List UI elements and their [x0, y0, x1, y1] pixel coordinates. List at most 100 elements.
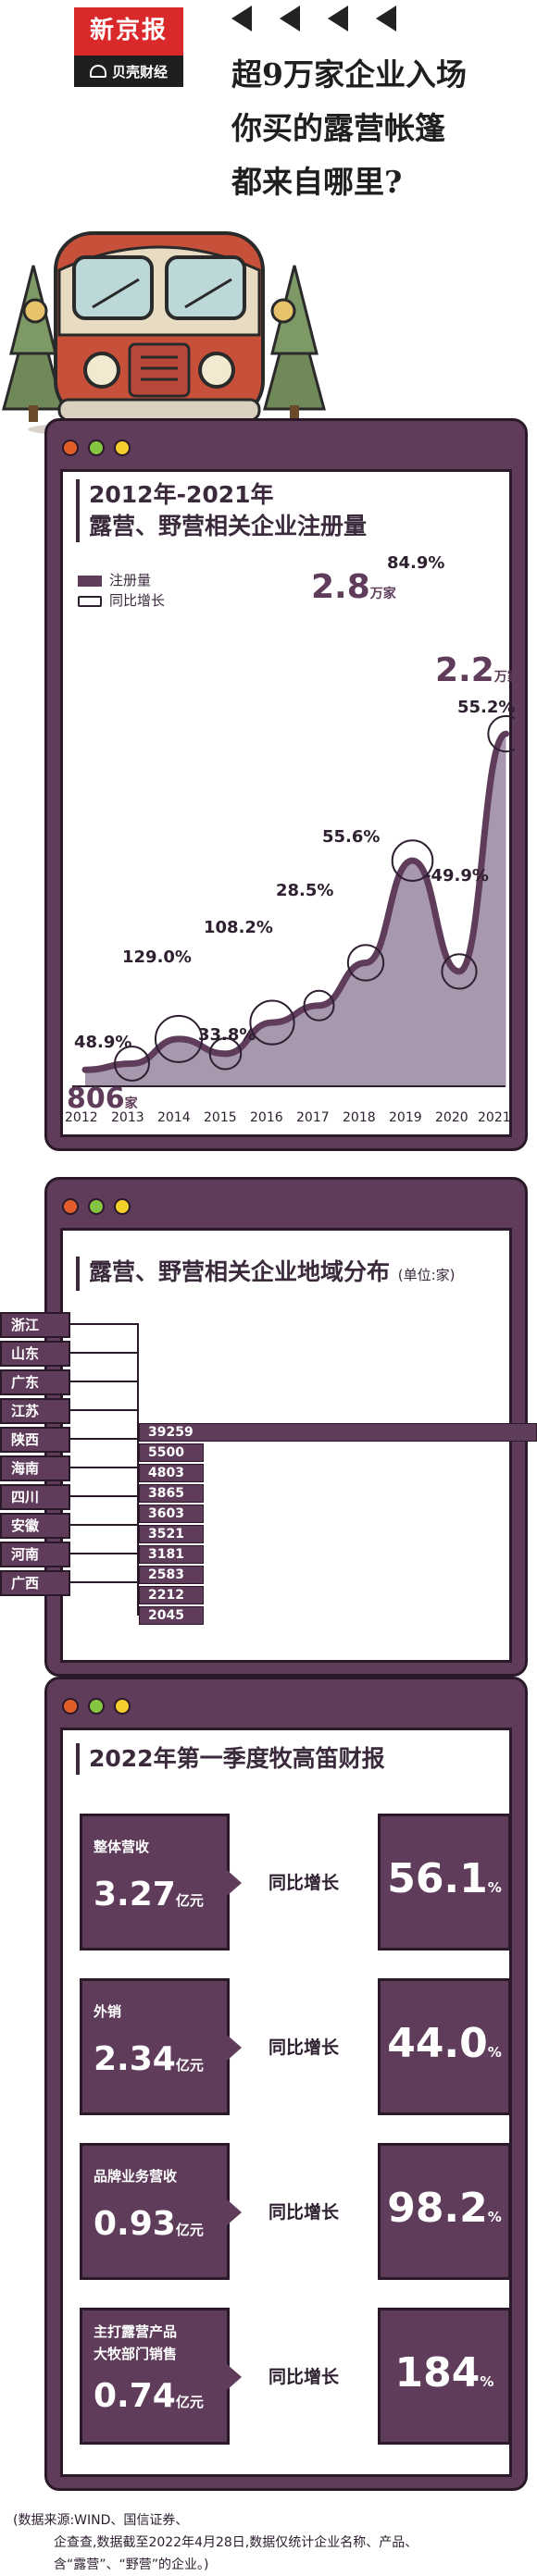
label-connector: [70, 1581, 139, 1616]
growth-circle: [303, 989, 335, 1022]
region-bar: [139, 1545, 204, 1564]
growth-card: 44.0%: [378, 1978, 511, 2115]
province-label: 陕西: [0, 1427, 70, 1453]
growth-label: 同比增长: [268, 1873, 339, 1893]
x-tick-label: 2017: [296, 1110, 330, 1125]
growth-label: 同比增长: [268, 2202, 339, 2223]
chart-subtitle: 露营、野营相关企业注册量: [89, 513, 368, 539]
bar-value-label: 3603: [148, 1506, 184, 1521]
arrow-left-icon: [231, 6, 252, 31]
pine-tree-icon: [263, 265, 326, 422]
pct-label: 84.9%: [387, 553, 445, 573]
chart-panel-registrations: 2012年-2021年 露营、野营相关企业注册量 注册量 同比增长 48.9% …: [44, 418, 528, 1151]
logo-text: 新京报: [89, 17, 168, 44]
window-dot-icon: [114, 440, 131, 456]
region-bar: [139, 1606, 204, 1625]
province-label: 河南: [0, 1542, 70, 1567]
x-tick-label: 2018: [343, 1110, 376, 1125]
finance-metric-card: 品牌业务营收 0.93亿元: [80, 2143, 242, 2280]
finance-metric-card: 主打露营产品 大牧部门销售 0.74亿元: [80, 2308, 242, 2445]
province-label: 安徽: [0, 1513, 70, 1539]
growth-circle: [154, 1014, 204, 1063]
callout-start: 806家: [67, 1083, 138, 1115]
pointer-triangle: [227, 2364, 242, 2390]
metric-name: 主打露营产品: [94, 2323, 178, 2340]
window-dot-icon: [88, 1198, 105, 1215]
pct-label: 108.2%: [204, 918, 273, 937]
province-label: 四川: [0, 1484, 70, 1510]
pct-label: 129.0%: [122, 947, 192, 967]
growth-card: 184%: [378, 2308, 511, 2445]
growth-card: 98.2%: [378, 2143, 511, 2280]
metric-name: 大牧部门销售: [94, 2346, 178, 2362]
callout-end: 2.2万家: [435, 651, 520, 689]
metric-value: 0.93亿元: [94, 2205, 204, 2243]
bar-chart: 浙江 39259 山东 5500 广东 4803 江苏 3865 陕西 3603 海南 3521 四川 3…: [0, 1312, 537, 1627]
metric-value: 0.74亿元: [94, 2377, 204, 2415]
chart-title: 露营、野营相关企业地域分布 (单位:家): [89, 1258, 456, 1285]
bar-value-label: 2583: [148, 1567, 184, 1582]
x-tick-label: 2015: [204, 1110, 237, 1125]
growth-circle: [249, 999, 295, 1046]
unit-note: (单位:家): [397, 1267, 456, 1283]
legend-label-area: 注册量: [109, 572, 152, 588]
growth-circle: [487, 714, 515, 753]
bar-value-label: 3181: [148, 1547, 184, 1562]
metric-name: 品牌业务营收: [94, 2168, 178, 2185]
pct-label: 33.8%: [198, 1025, 256, 1045]
finance-metric-card: 整体营收 3.27亿元: [80, 1814, 242, 1951]
legend-swatch-circle: [78, 596, 102, 607]
bar-value-label: 5500: [148, 1445, 184, 1460]
region-bar: [139, 1464, 204, 1482]
x-tick-label: 2012: [65, 1110, 98, 1125]
region-bar: [139, 1484, 204, 1503]
window-dot-icon: [114, 1198, 131, 1215]
x-tick-label: 2016: [250, 1110, 283, 1125]
growth-circle: [114, 1045, 150, 1082]
growth-value: 44.0%: [387, 2020, 502, 2067]
province-label: 海南: [0, 1455, 70, 1481]
pct-label: 48.9%: [74, 1033, 132, 1052]
growth-circle: [441, 953, 478, 990]
growth-circle: [208, 1037, 243, 1071]
shell-logo-icon: [89, 65, 106, 78]
chart-area: 露营、野营相关企业地域分布 (单位:家): [60, 1228, 512, 1663]
pct-label: 28.5%: [276, 881, 334, 900]
window-dot-icon: [62, 1198, 79, 1215]
chart-title-block: 2012年-2021年 露营、野营相关企业注册量: [76, 479, 367, 542]
pct-label: 55.2%: [457, 698, 516, 717]
headline-line: 超9万家企业入场: [231, 56, 467, 93]
x-tick-label: 2013: [111, 1110, 144, 1125]
region-bar: [139, 1525, 204, 1543]
brand-logo: 新京报 贝壳财经: [74, 7, 183, 87]
province-label: 广西: [0, 1570, 70, 1596]
data-source-note: (数据来源:WIND、国信证券、 企查查,数据截至2022年4月28日,数据仅统…: [13, 2513, 418, 2572]
chart-area: 2012年-2021年 露营、野营相关企业注册量 注册量 同比增长 48.9% …: [60, 469, 520, 1137]
growth-circle: [346, 944, 385, 982]
finance-title: 2022年第一季度牧高笛财报: [89, 1745, 385, 1772]
growth-value: 56.1%: [387, 1855, 502, 1902]
window-dot-icon: [88, 1698, 105, 1715]
area-chart-svg: [72, 714, 515, 1087]
x-tick-label: 2020: [435, 1110, 468, 1125]
region-bar: [139, 1586, 204, 1604]
growth-value: 98.2%: [387, 2185, 502, 2232]
finance-title-block: 2022年第一季度牧高笛财报: [76, 1743, 385, 1775]
finance-panel: 2022年第一季度牧高笛财报 整体营收 3.27亿元 同比增长 56.1% 外销…: [44, 1677, 528, 2491]
growth-label: 同比增长: [268, 2367, 339, 2387]
x-tick-label: 2021: [478, 1110, 511, 1125]
camper-van-illustration: [2, 231, 326, 439]
metric-name: 外销: [94, 2003, 122, 2020]
legend-label-circle: 同比增长: [109, 592, 166, 609]
province-label: 山东: [0, 1341, 70, 1367]
growth-label: 同比增长: [268, 2037, 339, 2058]
registration-area: [85, 734, 506, 1086]
chart-title: 2012年-2021年: [89, 481, 274, 508]
growth-card: 56.1%: [378, 1814, 511, 1951]
arrow-left-icon: [328, 6, 348, 31]
legend-swatch-area: [78, 576, 102, 587]
bar-value-label: 3865: [148, 1486, 184, 1501]
metric-value: 2.34亿元: [94, 2040, 204, 2078]
window-dot-icon: [62, 440, 79, 456]
region-bar: [139, 1566, 204, 1584]
